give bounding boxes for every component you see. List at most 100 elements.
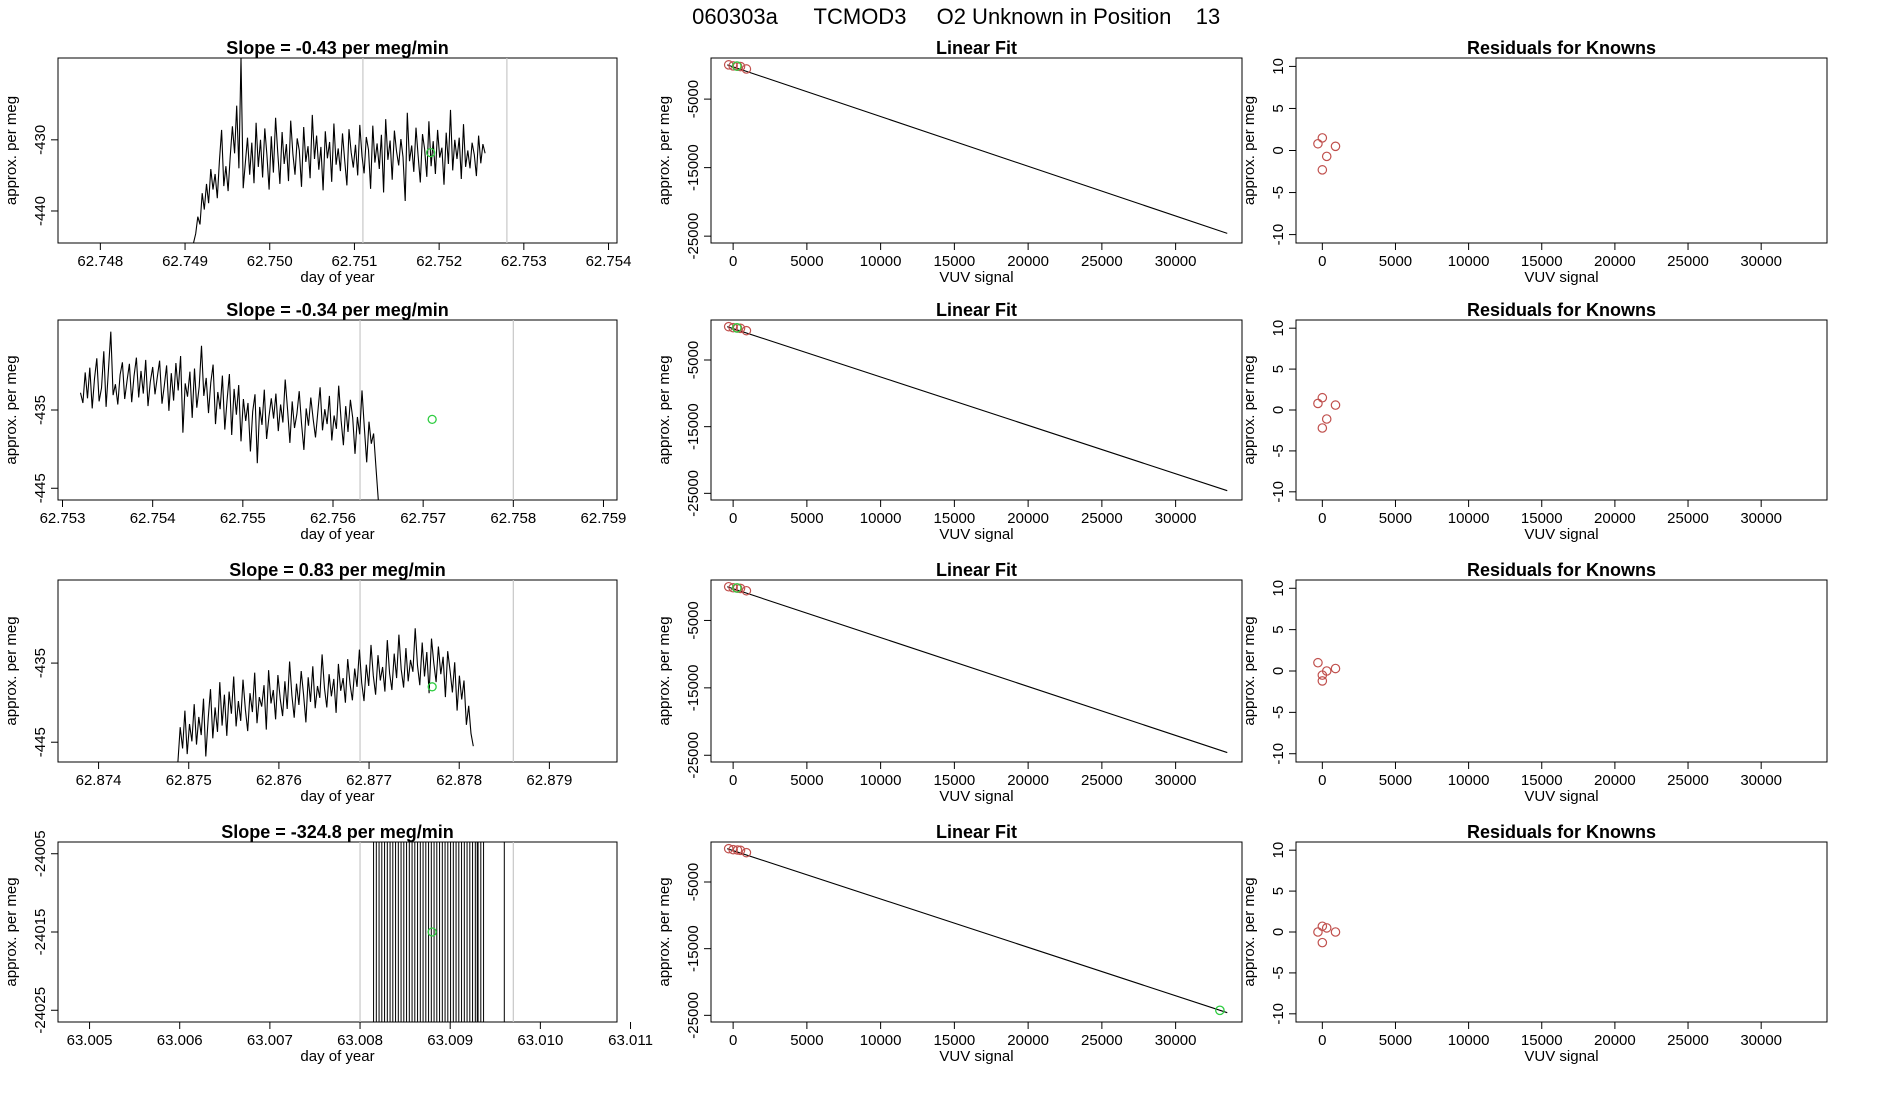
known-point (1321, 923, 1332, 933)
x-tick-label: 62.875 (166, 772, 212, 789)
known-point (1317, 937, 1328, 948)
known-point (1317, 921, 1328, 932)
x-axis: 0 5000 10000 15000 20000 25000 30000 VUV signal (729, 1022, 1197, 1065)
known-point (1321, 151, 1332, 162)
x-tick-label: 5000 (1379, 772, 1412, 789)
data-layer (1313, 392, 1341, 433)
x-tick-label: 5000 (1379, 510, 1412, 527)
y-tick-label: 5 (1270, 365, 1287, 373)
fit-line (727, 848, 1228, 1014)
unknown-point (426, 147, 436, 158)
known-point (1330, 927, 1341, 937)
y-axis: -435 -445 approx. per meg (3, 355, 58, 503)
y-tick-label: 0 (1270, 146, 1287, 154)
data-layer (177, 580, 514, 762)
data-layer (723, 843, 1228, 1016)
y-tick-label: -25000 (685, 992, 702, 1039)
x-tick-label: 5000 (1379, 1032, 1412, 1049)
plot-frame (57, 57, 618, 244)
data-layer (723, 60, 1228, 234)
x-tick-label: 20000 (1007, 510, 1049, 527)
fit-line (727, 64, 1228, 234)
trace-line (79, 331, 379, 500)
y-axis-label: approx. per meg (656, 96, 673, 205)
x-tick-label: 10000 (860, 510, 902, 527)
x-axis-label: VUV signal (1524, 269, 1598, 286)
x-tick-label: 15000 (1521, 772, 1563, 789)
x-axis: 62.874 62.875 62.876 62.877 62.878 62.879 day … (76, 762, 572, 805)
panel-fit-row4: Linear Fit 0 5000 10000 15000 20000 25000 30000… (656, 822, 1243, 1065)
y-tick-label: -440 (32, 196, 49, 226)
y-axis: -5000 -15000 -25000 approx. per meg (656, 341, 711, 517)
y-tick-label: -5 (1270, 186, 1287, 199)
y-axis: 10 5 0 -5 -10 approx. per meg (1241, 320, 1296, 503)
y-tick-label: -435 (32, 648, 49, 678)
y-tick-label: -5000 (685, 80, 702, 118)
y-tick-label: -10 (1270, 224, 1287, 246)
y-tick-label: -25000 (685, 213, 702, 260)
x-tick-label: 30000 (1740, 253, 1782, 270)
known-point (1321, 666, 1332, 676)
y-axis: -5000 -15000 -25000 approx. per meg (656, 601, 711, 779)
known-point (1317, 392, 1328, 403)
x-tick-label: 10000 (1448, 253, 1490, 270)
known-point (741, 64, 752, 74)
x-tick-label: 0 (1318, 1032, 1326, 1049)
x-tick-label: 62.749 (162, 253, 208, 270)
page-title-position: 13 (1196, 4, 1220, 29)
y-axis: 10 5 0 -5 -10 approx. per meg (1241, 58, 1296, 245)
x-tick-label: 15000 (934, 253, 976, 270)
unknown-point (731, 583, 742, 593)
panel-fit-row1: Linear Fit 0 5000 10000 15000 20000 25000 30000… (656, 38, 1243, 286)
x-tick-label: 62.876 (256, 772, 302, 789)
y-tick-label: -10 (1270, 1003, 1287, 1025)
y-tick-label: -5 (1270, 444, 1287, 457)
y-tick-label: -15000 (685, 403, 702, 450)
x-tick-label: 25000 (1667, 1032, 1709, 1049)
known-point (1313, 657, 1323, 668)
x-axis-label: VUV signal (1524, 788, 1598, 805)
x-tick-label: 0 (729, 510, 737, 527)
panel-title: Slope = -0.34 per meg/min (226, 300, 449, 320)
y-tick-label: -5000 (685, 601, 702, 639)
x-tick-label: 10000 (860, 772, 902, 789)
x-tick-label: 15000 (934, 1032, 976, 1049)
panel-title: Linear Fit (936, 822, 1017, 842)
y-tick-label: -15000 (685, 144, 702, 191)
known-point (1330, 400, 1341, 410)
known-point (1317, 423, 1328, 433)
y-axis: -5000 -15000 -25000 approx. per meg (656, 80, 711, 260)
known-point (735, 323, 746, 334)
y-axis: 10 5 0 -5 -10 approx. per meg (1241, 842, 1296, 1025)
x-tick-label: 0 (729, 772, 737, 789)
x-tick-label: 0 (1318, 772, 1326, 789)
known-point (728, 61, 738, 71)
x-tick-label: 20000 (1007, 772, 1049, 789)
x-tick-label: 62.758 (490, 510, 536, 527)
y-tick-label: -15000 (685, 925, 702, 972)
x-tick-label: 10000 (1448, 510, 1490, 527)
fit-line (727, 326, 1228, 492)
y-tick-label: -10 (1270, 743, 1287, 765)
x-axis-label: day of year (300, 788, 374, 805)
y-tick-label: 0 (1270, 406, 1287, 414)
x-tick-label: 30000 (1155, 772, 1197, 789)
x-tick-label: 62.879 (526, 772, 572, 789)
known-point (1330, 663, 1341, 674)
x-tick-label: 30000 (1155, 1032, 1197, 1049)
y-tick-label: -5000 (685, 341, 702, 379)
x-tick-label: 62.752 (416, 253, 462, 270)
x-tick-label: 62.756 (310, 510, 356, 527)
panel-residuals-row4: Residuals for Knowns 0 5000 10000 15000 20000… (1241, 822, 1828, 1065)
x-tick-label: 5000 (790, 510, 823, 527)
panel-title: Linear Fit (936, 38, 1017, 58)
x-tick-label: 25000 (1667, 253, 1709, 270)
x-tick-label: 25000 (1081, 510, 1123, 527)
known-point (728, 582, 738, 593)
y-tick-label: 0 (1270, 928, 1287, 936)
panel-title: Slope = -0.43 per meg/min (226, 38, 449, 58)
y-axis: -430 -440 approx. per meg (3, 96, 58, 226)
unknown-point (427, 682, 437, 692)
